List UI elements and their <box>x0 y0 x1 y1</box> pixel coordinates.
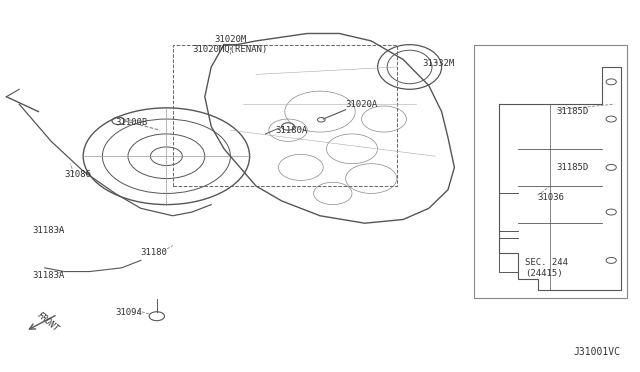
Text: 31332M: 31332M <box>422 59 454 68</box>
Text: 31185D: 31185D <box>557 107 589 116</box>
Bar <box>474 45 627 298</box>
Text: 31185D: 31185D <box>557 163 589 172</box>
Text: 31020M
31020MQ(RENAN): 31020M 31020MQ(RENAN) <box>193 35 268 54</box>
Text: 31183A: 31183A <box>32 271 64 280</box>
Text: 31036: 31036 <box>538 193 564 202</box>
Text: 31180: 31180 <box>141 248 168 257</box>
Text: 31100B: 31100B <box>115 118 147 127</box>
Text: 31180A: 31180A <box>275 126 307 135</box>
Text: 31183A: 31183A <box>32 226 64 235</box>
Text: 31020A: 31020A <box>346 100 378 109</box>
Text: 31094: 31094 <box>115 308 142 317</box>
Text: 31086: 31086 <box>64 170 91 179</box>
Text: SEC. 244
(24415): SEC. 244 (24415) <box>525 258 568 278</box>
Text: FRONT: FRONT <box>36 310 60 333</box>
Text: J31001VC: J31001VC <box>574 347 621 357</box>
